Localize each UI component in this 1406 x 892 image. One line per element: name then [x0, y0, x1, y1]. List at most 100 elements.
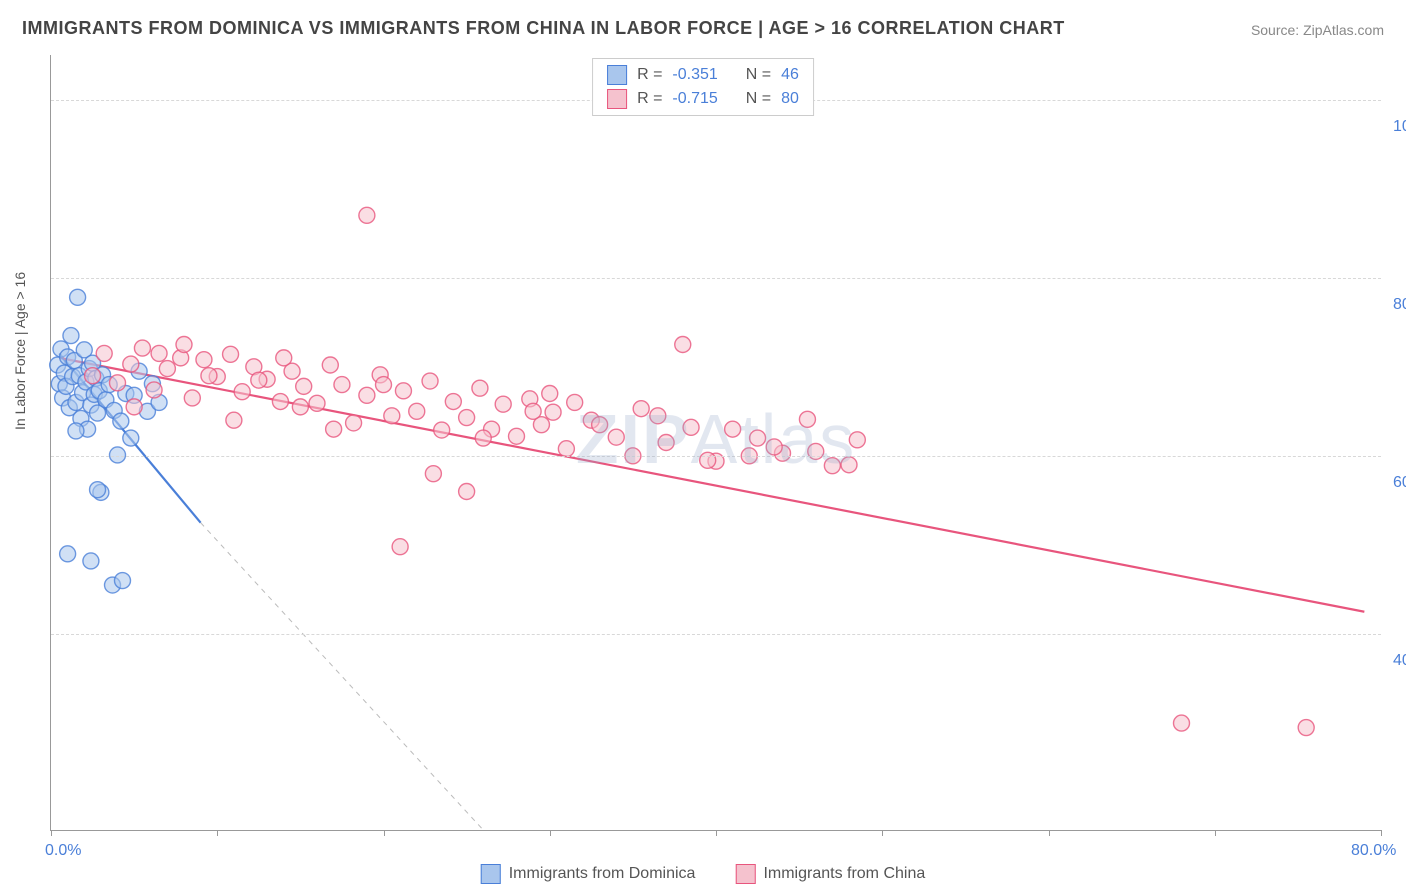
- data-point: [70, 289, 86, 305]
- data-point: [841, 457, 857, 473]
- data-point: [650, 408, 666, 424]
- data-point: [542, 386, 558, 402]
- scatter-svg: [51, 55, 1381, 830]
- data-point: [384, 408, 400, 424]
- data-point: [592, 417, 608, 433]
- data-point: [234, 384, 250, 400]
- x-tick-label: 80.0%: [1351, 842, 1396, 860]
- source-label: Source: ZipAtlas.com: [1251, 22, 1384, 38]
- data-point: [114, 573, 130, 589]
- data-point: [110, 375, 126, 391]
- r-value-dominica: -0.351: [672, 66, 717, 84]
- data-point: [272, 394, 288, 410]
- x-tick-label: 0.0%: [45, 842, 81, 860]
- data-point: [750, 430, 766, 446]
- y-tick-label: 60.0%: [1393, 474, 1406, 492]
- gridline: [51, 278, 1381, 279]
- legend-label: Immigrants from Dominica: [509, 865, 696, 883]
- data-point: [123, 430, 139, 446]
- x-tick: [716, 830, 717, 836]
- legend-label: Immigrants from China: [763, 865, 925, 883]
- data-point: [60, 546, 76, 562]
- data-point: [567, 394, 583, 410]
- x-tick: [550, 830, 551, 836]
- y-tick-label: 80.0%: [1393, 296, 1406, 314]
- data-point: [675, 337, 691, 353]
- data-point: [849, 432, 865, 448]
- data-point: [126, 399, 142, 415]
- data-point: [445, 394, 461, 410]
- data-point: [326, 421, 342, 437]
- x-tick: [882, 830, 883, 836]
- data-point: [1174, 715, 1190, 731]
- data-point: [68, 423, 84, 439]
- data-point: [251, 372, 267, 388]
- correlation-legend: R = -0.351 N = 46 R = -0.715 N = 80: [592, 58, 814, 116]
- data-point: [824, 458, 840, 474]
- data-point: [434, 422, 450, 438]
- data-point: [525, 403, 541, 419]
- data-point: [558, 441, 574, 457]
- x-tick: [1215, 830, 1216, 836]
- swatch-pink-icon: [607, 89, 627, 109]
- data-point: [422, 373, 438, 389]
- chart-title: IMMIGRANTS FROM DOMINICA VS IMMIGRANTS F…: [22, 18, 1065, 39]
- legend-row-china: R = -0.715 N = 80: [607, 87, 799, 111]
- x-tick: [384, 830, 385, 836]
- data-point: [176, 337, 192, 353]
- data-point: [700, 452, 716, 468]
- data-point: [63, 328, 79, 344]
- x-tick: [217, 830, 218, 836]
- data-point: [85, 368, 101, 384]
- data-point: [799, 411, 815, 427]
- data-point: [359, 387, 375, 403]
- data-point: [545, 404, 561, 420]
- data-point: [83, 553, 99, 569]
- x-tick: [1049, 830, 1050, 836]
- data-point: [113, 413, 129, 429]
- r-value-china: -0.715: [672, 90, 717, 108]
- data-point: [159, 361, 175, 377]
- data-point: [409, 403, 425, 419]
- data-point: [334, 377, 350, 393]
- n-label: N =: [746, 90, 771, 108]
- data-point: [201, 368, 217, 384]
- data-point: [683, 419, 699, 435]
- data-point: [658, 435, 674, 451]
- data-point: [359, 207, 375, 223]
- data-point: [276, 350, 292, 366]
- data-point: [475, 430, 491, 446]
- data-point: [223, 346, 239, 362]
- data-point: [608, 429, 624, 445]
- data-point: [296, 378, 312, 394]
- swatch-blue-icon: [481, 864, 501, 884]
- data-point: [292, 399, 308, 415]
- data-point: [196, 352, 212, 368]
- data-point: [376, 377, 392, 393]
- r-label: R =: [637, 90, 662, 108]
- data-point: [151, 345, 167, 361]
- plot-area: ZIPAtlas 40.0%60.0%80.0%100.0%0.0%80.0%: [50, 55, 1381, 831]
- legend-row-dominica: R = -0.351 N = 46: [607, 63, 799, 87]
- data-point: [509, 428, 525, 444]
- data-point: [495, 396, 511, 412]
- data-point: [392, 539, 408, 555]
- data-point: [184, 390, 200, 406]
- data-point: [1298, 720, 1314, 736]
- data-point: [309, 395, 325, 411]
- data-point: [226, 412, 242, 428]
- data-point: [96, 345, 112, 361]
- data-point: [90, 482, 106, 498]
- data-point: [123, 356, 139, 372]
- y-tick-label: 100.0%: [1393, 118, 1406, 136]
- trendline: [59, 358, 1364, 612]
- legend-item-china: Immigrants from China: [735, 864, 925, 884]
- data-point: [346, 415, 362, 431]
- data-point: [146, 382, 162, 398]
- data-point: [459, 410, 475, 426]
- legend-item-dominica: Immigrants from Dominica: [481, 864, 696, 884]
- trendline-extension: [201, 523, 484, 830]
- data-point: [808, 443, 824, 459]
- series-legend: Immigrants from Dominica Immigrants from…: [481, 864, 926, 884]
- data-point: [459, 483, 475, 499]
